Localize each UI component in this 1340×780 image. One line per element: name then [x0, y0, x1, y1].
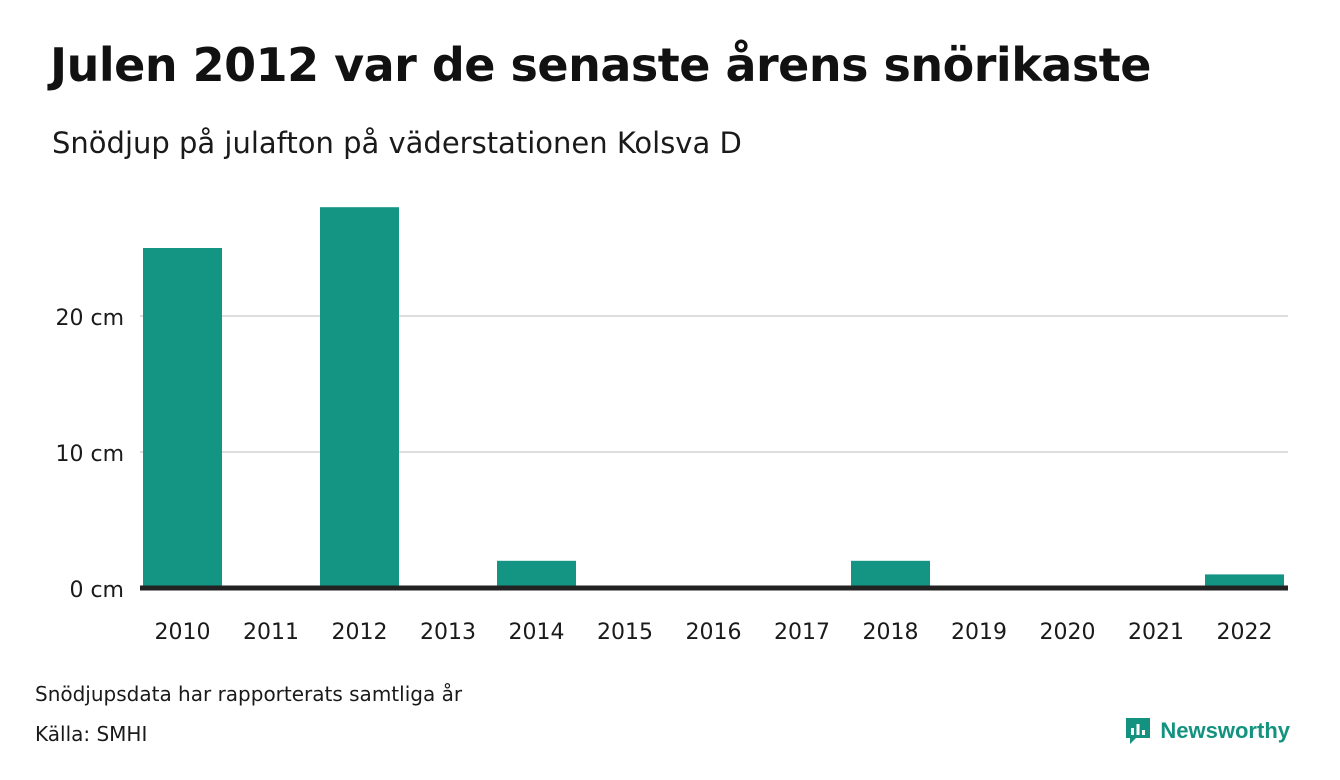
bar-2012	[320, 207, 399, 588]
x-tick-label: 2019	[951, 620, 1007, 645]
chart-title: Julen 2012 var de senaste årens snörikas…	[50, 38, 1151, 92]
bar-2022	[1205, 574, 1284, 588]
brand-logo: Newsworthy	[1124, 716, 1290, 746]
x-tick-label: 2011	[243, 620, 299, 645]
x-tick-label: 2012	[332, 620, 388, 645]
x-tick-label: 2015	[597, 620, 653, 645]
x-tick-label: 2018	[863, 620, 919, 645]
y-tick-label: 0 cm	[69, 578, 124, 603]
bar-2014	[497, 560, 576, 588]
brand-name: Newsworthy	[1160, 718, 1290, 743]
y-tick-label: 10 cm	[55, 442, 124, 467]
bar-2010	[143, 248, 222, 588]
x-tick-label: 2014	[509, 620, 565, 645]
x-tick-label: 2022	[1217, 620, 1273, 645]
chart-subtitle: Snödjup på julafton på väderstationen Ko…	[52, 126, 742, 160]
x-tick-label: 2010	[155, 620, 211, 645]
x-tick-label: 2020	[1040, 620, 1096, 645]
bar-2018	[851, 560, 930, 588]
y-tick-label: 20 cm	[55, 306, 124, 331]
source-note: Källa: SMHI	[35, 722, 148, 746]
footnote: Snödjupsdata har rapporterats samtliga å…	[35, 682, 463, 706]
x-tick-label: 2017	[774, 620, 830, 645]
newsworthy-logo-icon	[1126, 718, 1151, 744]
x-tick-label: 2013	[420, 620, 476, 645]
x-tick-label: 2021	[1128, 620, 1184, 645]
x-tick-label: 2016	[686, 620, 742, 645]
